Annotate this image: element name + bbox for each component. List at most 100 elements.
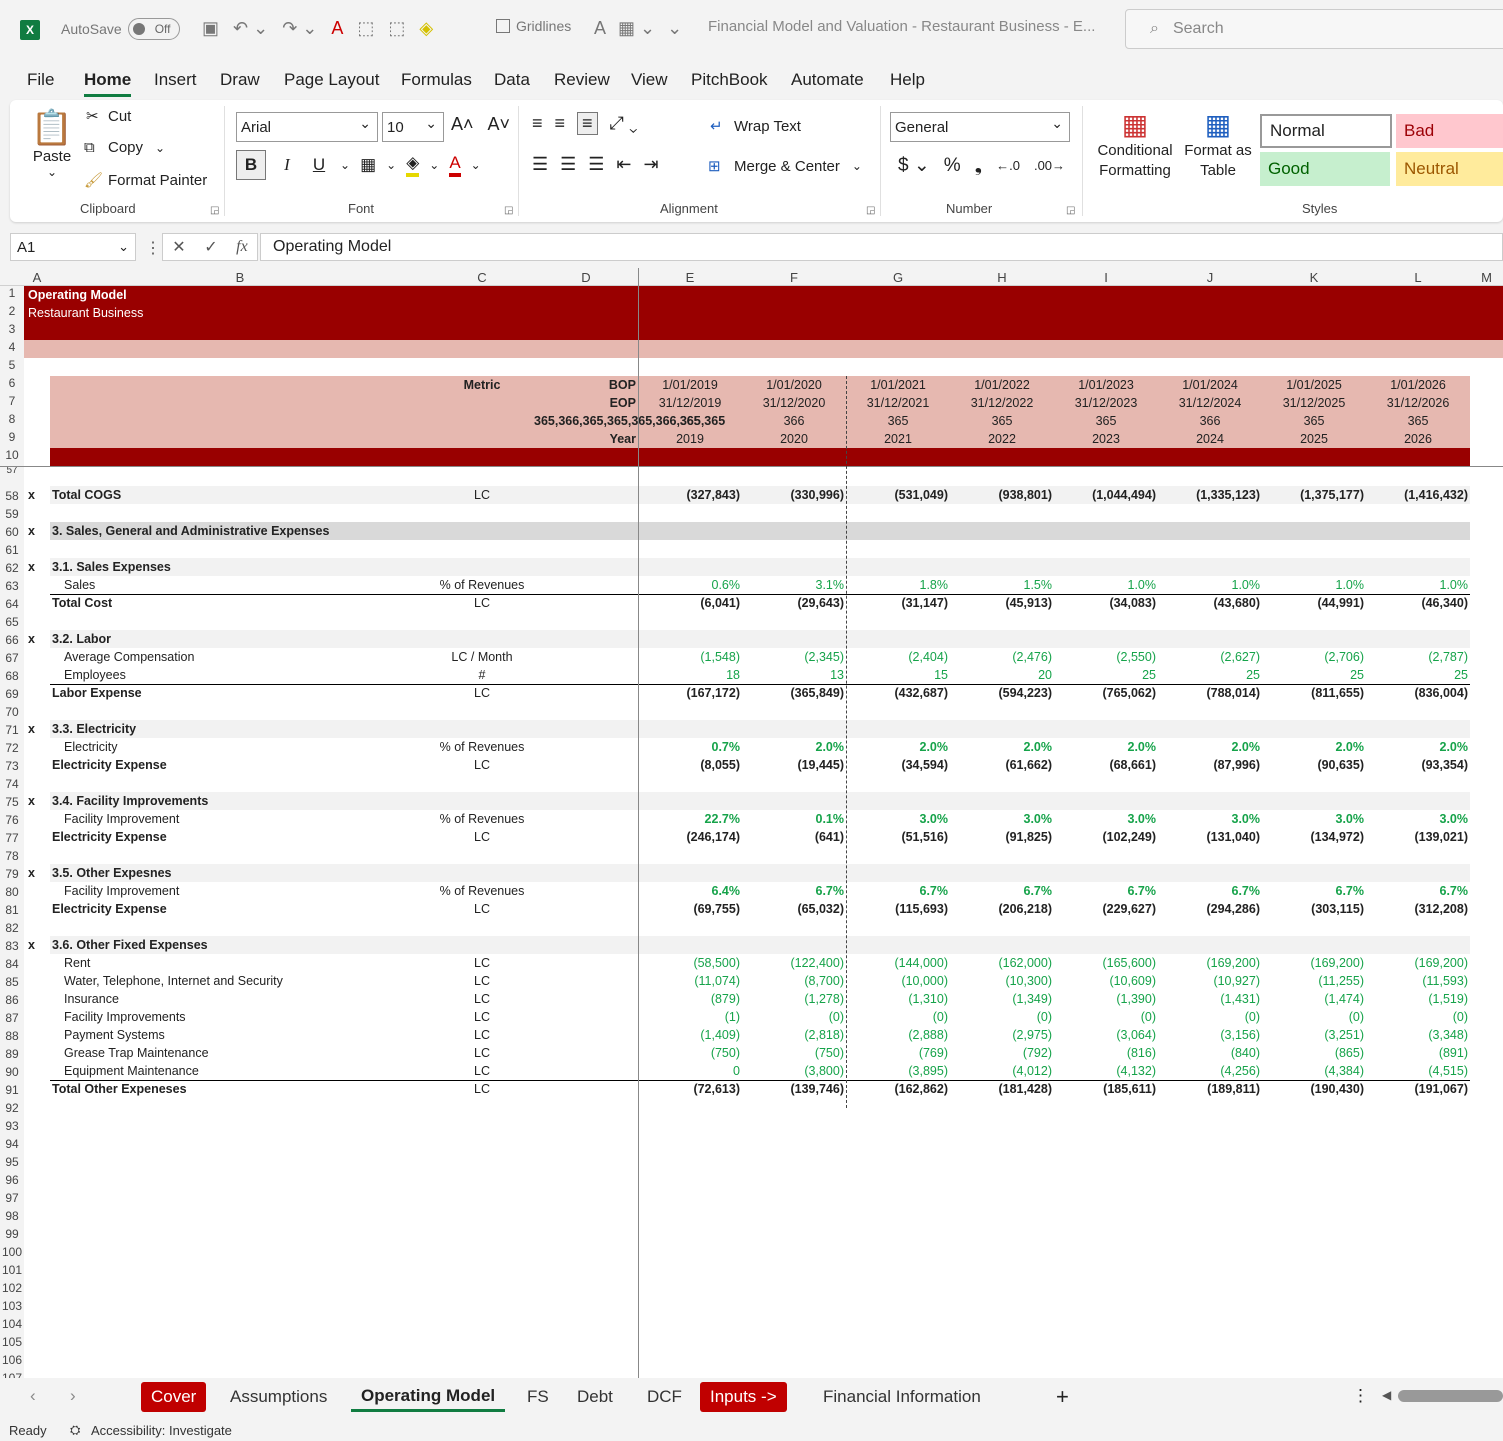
row-header[interactable]: 82 xyxy=(0,918,24,936)
increase-indent-icon[interactable]: ⇥ xyxy=(643,154,659,174)
search-box[interactable]: ⌕ Search xyxy=(1125,9,1503,49)
row-header[interactable]: 3 xyxy=(0,322,24,340)
row-header[interactable]: 58 xyxy=(0,476,24,504)
currency-icon[interactable]: $ ⌄ xyxy=(898,155,930,176)
format-painter-button[interactable]: 🖌 Format Painter xyxy=(84,171,207,190)
row-header[interactable]: 57 xyxy=(0,466,24,476)
comma-icon[interactable]: ❟ xyxy=(974,154,983,176)
row-header[interactable]: 90 xyxy=(0,1062,24,1080)
menu-automate[interactable]: Automate xyxy=(791,70,864,89)
row-header[interactable]: 84 xyxy=(0,954,24,972)
col-header-j[interactable]: J xyxy=(1206,270,1214,285)
col-header-g[interactable]: G xyxy=(892,270,904,285)
row-header[interactable]: 97 xyxy=(0,1188,24,1206)
menu-data[interactable]: Data xyxy=(494,70,530,89)
bold-button[interactable]: B xyxy=(236,150,266,180)
cut-button[interactable]: ✂ Cut xyxy=(86,107,131,126)
style-neutral[interactable]: Neutral xyxy=(1396,152,1503,186)
row-header[interactable]: 75 xyxy=(0,792,24,810)
decrease-decimal-icon[interactable]: .00→ xyxy=(1033,158,1066,173)
worksheet-grid[interactable]: A B C D E F G H I J K L M 1 2 3 4 5 6 7 8 9 10 Op… xyxy=(0,268,1503,1378)
col-header-k[interactable]: K xyxy=(1309,270,1319,285)
col-header-i[interactable]: I xyxy=(1104,270,1108,285)
tab-fs[interactable]: FS xyxy=(527,1387,549,1406)
row-header[interactable]: 87 xyxy=(0,1008,24,1026)
row-header[interactable]: 6 xyxy=(0,376,24,394)
row-header[interactable]: 105 xyxy=(0,1332,24,1350)
row-header[interactable]: 102 xyxy=(0,1278,24,1296)
row-header[interactable]: 68 xyxy=(0,666,24,684)
save-icon[interactable]: ▣ xyxy=(202,18,220,38)
row-header[interactable]: 67 xyxy=(0,648,24,666)
col-header-b[interactable]: B xyxy=(235,270,245,285)
row-header[interactable]: 62 xyxy=(0,558,24,576)
menu-review[interactable]: Review xyxy=(554,70,610,89)
font-name-select[interactable]: Arial xyxy=(236,112,378,142)
menu-insert[interactable]: Insert xyxy=(154,70,197,89)
chevron-down-icon[interactable]: ⌄ xyxy=(340,158,351,172)
scroll-left-icon[interactable]: ◀ xyxy=(1382,1388,1392,1402)
function-icon[interactable]: fx xyxy=(236,238,248,255)
row-header[interactable]: 5 xyxy=(0,358,24,376)
row-header[interactable]: 63 xyxy=(0,576,24,594)
tab-assumptions[interactable]: Assumptions xyxy=(230,1387,328,1406)
horizontal-scrollbar[interactable] xyxy=(1398,1390,1503,1402)
row-header[interactable]: 92 xyxy=(0,1098,24,1116)
autosave[interactable]: AutoSave Off xyxy=(61,18,180,40)
row-header[interactable]: 77 xyxy=(0,828,24,846)
font-color-icon[interactable]: A xyxy=(449,153,461,177)
next-sheet-icon[interactable]: › xyxy=(70,1386,76,1405)
customize-icon[interactable]: ⌄ xyxy=(667,18,683,38)
menu-pitchbook[interactable]: PitchBook xyxy=(691,70,768,89)
menu-help[interactable]: Help xyxy=(890,70,925,89)
row-header[interactable]: 76 xyxy=(0,810,24,828)
wrap-text-button[interactable]: ↵ Wrap Text xyxy=(710,117,801,136)
row-header[interactable]: 101 xyxy=(0,1260,24,1278)
row-header[interactable]: 107 xyxy=(0,1368,24,1378)
menu-file[interactable]: File xyxy=(27,70,55,89)
row-header[interactable]: 61 xyxy=(0,540,24,558)
row-header[interactable]: 7 xyxy=(0,394,24,412)
confirm-icon[interactable]: ✓ xyxy=(204,239,218,256)
accessibility-status[interactable]: Accessibility: Investigate xyxy=(91,1423,232,1438)
row-header[interactable]: 74 xyxy=(0,774,24,792)
percent-icon[interactable]: % xyxy=(943,154,961,176)
format-as-table-button[interactable]: ▦ Format as Table xyxy=(1182,108,1254,181)
row-header[interactable]: 81 xyxy=(0,900,24,918)
name-box[interactable]: A1 ⌄ xyxy=(10,233,136,261)
row-header[interactable]: 100 xyxy=(0,1242,24,1260)
decrease-indent-icon[interactable]: ⇤ xyxy=(616,154,632,174)
crop-icon[interactable]: ⬚ xyxy=(357,18,375,38)
row-header[interactable]: 78 xyxy=(0,846,24,864)
row-header[interactable]: 73 xyxy=(0,756,24,774)
col-header-e[interactable]: E xyxy=(685,270,695,285)
paste-button[interactable]: 📋 Paste ⌄ xyxy=(31,108,73,179)
col-header-l[interactable]: L xyxy=(1414,270,1422,285)
row-header[interactable]: 95 xyxy=(0,1152,24,1170)
tab-cover[interactable]: Cover xyxy=(141,1382,207,1412)
dialog-launcher-icon[interactable]: ◲ xyxy=(866,205,876,216)
fill-color-icon[interactable]: ◈ xyxy=(419,18,434,38)
decrease-font-icon[interactable]: A˅ xyxy=(487,114,511,134)
fill-color-icon[interactable]: ◈ xyxy=(406,153,420,177)
col-header-h[interactable]: H xyxy=(997,270,1007,285)
tab-dcf[interactable]: DCF xyxy=(647,1387,682,1406)
merge-center-button[interactable]: ⊞ Merge & Center ⌄ xyxy=(708,157,862,176)
col-header-c[interactable]: C xyxy=(477,270,487,285)
increase-font-icon[interactable]: A˄ xyxy=(451,114,474,134)
row-header[interactable]: 91 xyxy=(0,1080,24,1098)
row-header[interactable]: 96 xyxy=(0,1170,24,1188)
menu-home[interactable]: Home xyxy=(84,70,132,97)
row-header[interactable]: 103 xyxy=(0,1296,24,1314)
row-header[interactable]: 4 xyxy=(0,340,24,358)
row-header[interactable]: 9 xyxy=(0,430,24,448)
cancel-icon[interactable]: ✕ xyxy=(172,239,186,256)
more-icon[interactable]: ⋮ xyxy=(1352,1386,1369,1405)
underline-button[interactable]: U xyxy=(312,155,326,174)
number-format-select[interactable]: General xyxy=(890,112,1070,142)
menu-draw[interactable]: Draw xyxy=(220,70,260,89)
col-header-f[interactable]: F xyxy=(790,270,798,285)
align-bottom-icon[interactable]: ≡ xyxy=(577,112,598,135)
row-header[interactable]: 64 xyxy=(0,594,24,612)
row-header[interactable]: 83 xyxy=(0,936,24,954)
